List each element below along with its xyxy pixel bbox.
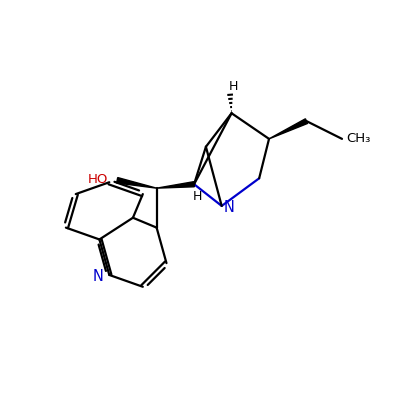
Text: CH₃: CH₃ (347, 132, 371, 144)
Polygon shape (269, 119, 308, 139)
Text: H: H (229, 80, 238, 93)
Polygon shape (117, 178, 157, 188)
Text: HO: HO (88, 173, 108, 186)
Polygon shape (157, 182, 194, 188)
Text: N: N (93, 270, 104, 284)
Text: H: H (192, 190, 202, 203)
Text: N: N (223, 200, 234, 215)
